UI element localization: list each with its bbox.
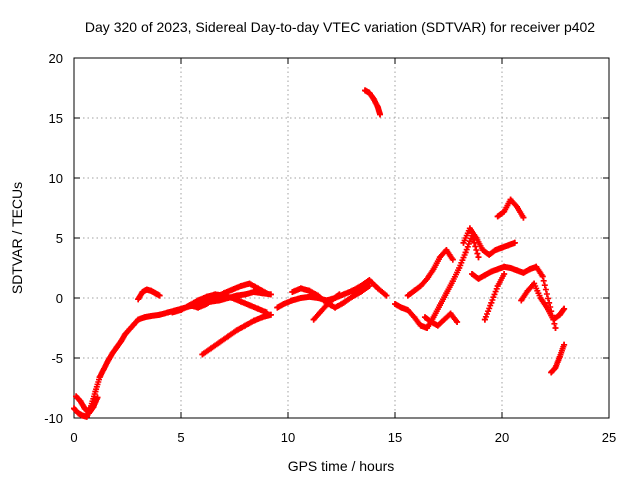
x-tick-label: 10	[281, 430, 295, 445]
x-tick-label: 5	[177, 430, 184, 445]
x-tick-label: 20	[495, 430, 509, 445]
plot-frame	[73, 57, 610, 419]
x-tick-label: 25	[602, 430, 616, 445]
y-tick-label: 20	[49, 51, 63, 66]
axis-ticks: 0 5 10 15 20 25 -10 -5 0 5 10 15 20	[44, 51, 616, 445]
y-tick-label: 15	[49, 111, 63, 126]
grid	[74, 58, 609, 418]
y-tick-label: 0	[56, 291, 63, 306]
x-tick-label: 15	[388, 430, 402, 445]
data-trail	[71, 87, 568, 420]
y-tick-label: 5	[56, 231, 63, 246]
x-tick-label: 0	[70, 430, 77, 445]
y-tick-label: -10	[44, 411, 63, 426]
y-axis-label: SDTVAR / TECUs	[9, 182, 25, 294]
chart-title: Day 320 of 2023, Sidereal Day-to-day VTE…	[85, 19, 595, 35]
y-tick-label: 10	[49, 171, 63, 186]
y-tick-label: -5	[51, 351, 63, 366]
data-points	[71, 87, 568, 420]
x-axis-label: GPS time / hours	[288, 458, 395, 474]
